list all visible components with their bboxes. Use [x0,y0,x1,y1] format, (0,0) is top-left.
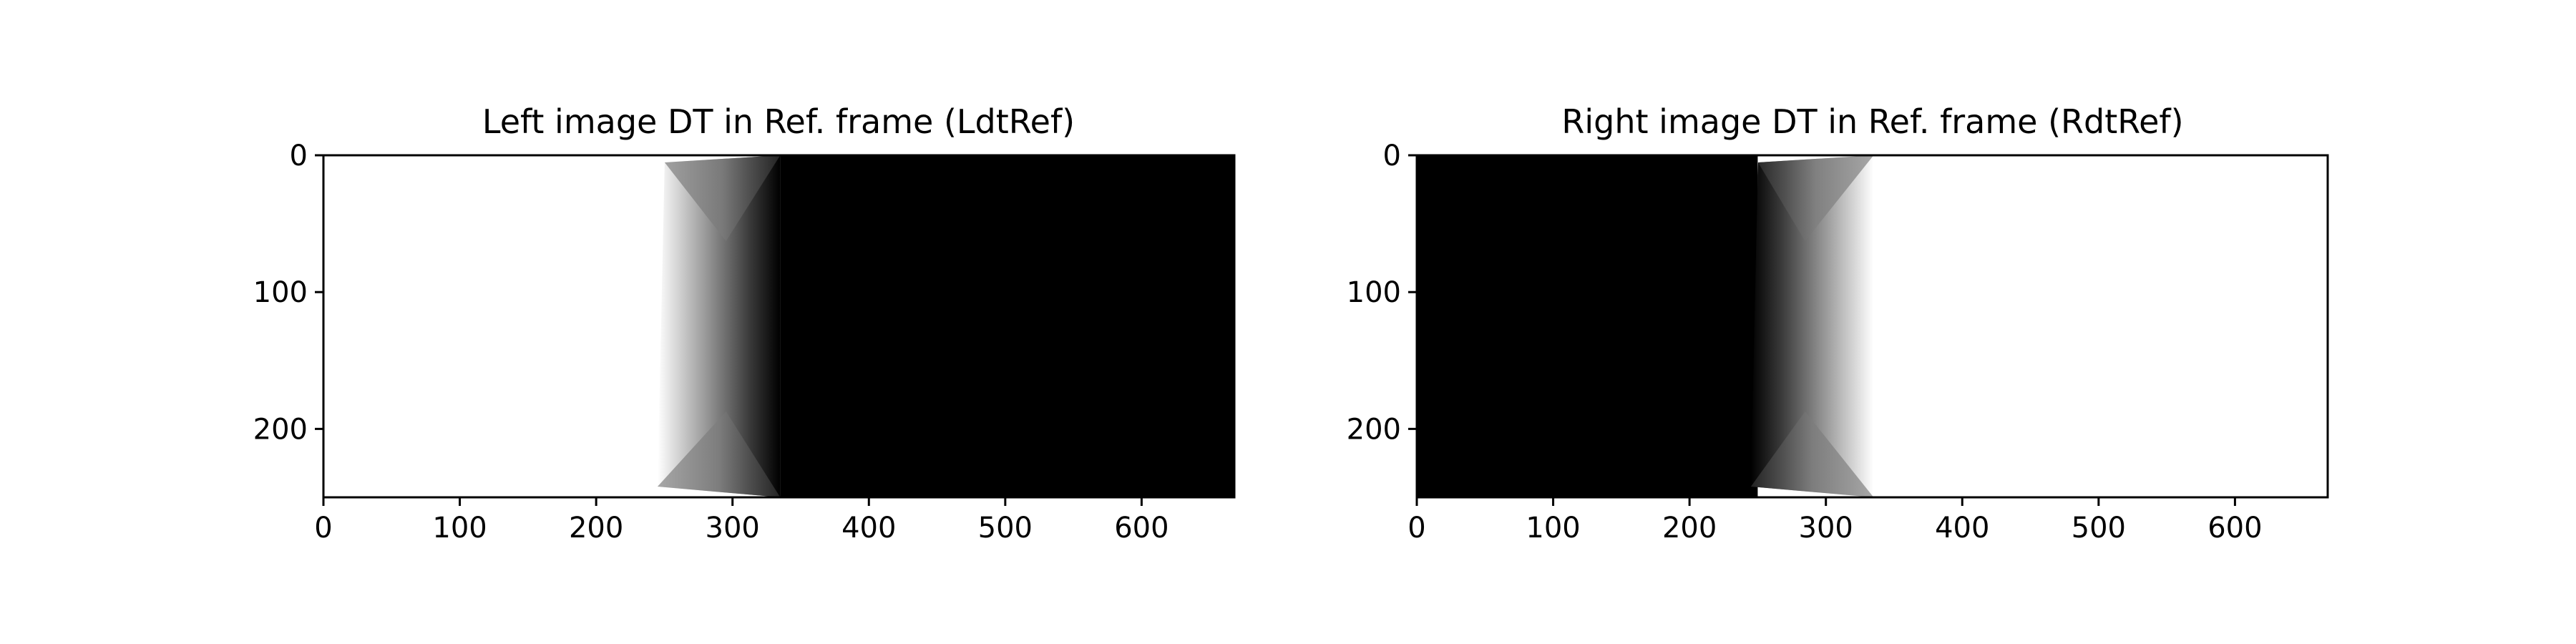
left-subplot: Left image DT in Ref. frame (LdtRef) 0 10… [253,102,1236,545]
left-y-tick-label: 200 [253,413,308,446]
right-y-tick-label: 200 [1347,413,1401,446]
left-axes-frame [322,154,1236,499]
right-y-tick-label: 100 [1347,276,1401,309]
left-image [323,155,1234,497]
right-x-tick-label: 0 [1407,512,1425,545]
left-x-tick-label: 400 [841,512,896,545]
right-transition-top-facet [1757,155,1874,241]
right-title: Right image DT in Ref. frame (RdtRef) [1561,102,2183,141]
right-x-tick-label: 300 [1799,512,1853,545]
right-x-ticks: 0 100 200 300 400 500 600 [1407,497,2263,545]
right-x-tick-label: 600 [2207,512,2262,545]
left-x-tick-label: 500 [978,512,1033,545]
right-x-tick-label: 200 [1662,512,1717,545]
left-y-tick-label: 100 [253,276,308,309]
left-transition-bottom-facet [657,411,781,497]
right-x-tick-label: 500 [2072,512,2126,545]
left-y-ticks: 0 100 200 [253,140,323,446]
right-axes-frame [1415,154,2329,499]
left-white-region [323,155,665,497]
left-x-tick-label: 200 [569,512,623,545]
left-x-tick-label: 600 [1114,512,1169,545]
right-subplot: Right image DT in Ref. frame (RdtRef) 0 1… [1347,102,2329,545]
left-black-region [780,155,1234,497]
left-x-tick-label: 100 [432,512,487,545]
left-x-tick-label: 300 [706,512,760,545]
right-x-tick-label: 100 [1526,512,1580,545]
left-y-tick-label: 0 [290,140,308,172]
right-black-region [1417,155,1758,497]
left-x-ticks: 0 100 200 300 400 500 600 [314,497,1169,545]
right-y-tick-label: 0 [1383,140,1401,172]
left-x-tick-label: 0 [314,512,332,545]
right-x-tick-label: 400 [1935,512,1989,545]
left-transition-region [657,155,781,497]
right-transition-bottom-facet [1750,411,1874,497]
right-white-region [1873,155,2328,497]
right-transition-region [1750,155,1874,497]
right-y-ticks: 0 100 200 [1347,140,1417,446]
left-transition-top-facet [664,155,781,241]
right-image [1417,155,2328,497]
left-title: Left image DT in Ref. frame (LdtRef) [482,102,1075,141]
